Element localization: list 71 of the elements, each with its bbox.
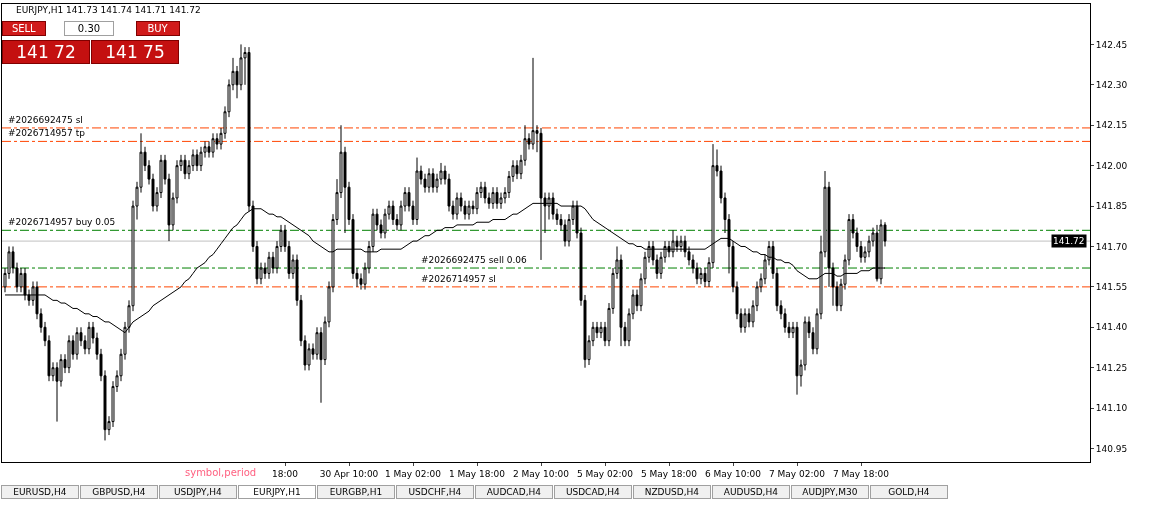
- y-tick-label: 141.55: [1095, 282, 1128, 293]
- candlestick: [879, 219, 883, 285]
- candlestick: [671, 229, 675, 258]
- x-tick-label: 2 May 10:00: [513, 468, 570, 479]
- text: USDCAD,H4: [565, 487, 621, 497]
- x-tick-label: 1 May 18:00: [449, 468, 506, 479]
- chart-title: EURJPY,H1 141.73 141.74 141.71 141.72: [16, 5, 201, 16]
- candlestick: [743, 307, 747, 334]
- text: EURUSD,H4: [13, 487, 67, 497]
- candlestick: [495, 186, 499, 210]
- candlestick: [391, 200, 395, 226]
- text: USDJPY,H4: [173, 487, 223, 497]
- ref-line-label: #2026714957 tp: [8, 128, 86, 138]
- candlestick: [67, 334, 71, 374]
- annotation: SELL: [11, 23, 37, 34]
- candlestick: [195, 148, 199, 172]
- x-tick-label: 7 May 18:00: [833, 468, 890, 479]
- y-tick-label: 142.45: [1095, 39, 1128, 50]
- y-tick-label: 142.00: [1095, 160, 1128, 171]
- annotation: BUY: [147, 23, 169, 34]
- y-tick-label: 141.85: [1095, 201, 1128, 212]
- ref-line-label: #2026714957 buy 0.05: [8, 217, 116, 227]
- annotation: 141 72: [16, 42, 76, 62]
- x-tick-label: 5 May 02:00: [577, 468, 634, 479]
- y-tick-label: 141.70: [1095, 241, 1128, 252]
- candlestick: [211, 132, 215, 159]
- x-tick-label: 1 May 02:00: [385, 468, 442, 479]
- candlestick: [415, 157, 419, 226]
- ref-line-label: #2026692475 sell 0.06: [421, 255, 528, 265]
- text: AUDUSD,H4: [723, 487, 779, 497]
- candlestick: [467, 200, 471, 221]
- x-tick-label: 18:00: [272, 468, 299, 479]
- text: GOLD,H4: [888, 487, 930, 497]
- candlestick: [795, 321, 799, 396]
- text: USDCHF,H4: [408, 487, 462, 497]
- y-tick-label: 141.10: [1095, 403, 1128, 414]
- text: EURGBP,H1: [329, 487, 383, 497]
- x-tick-label: 6 May 10:00: [705, 468, 762, 479]
- candlestick: [875, 224, 879, 282]
- candlestick: [475, 186, 479, 215]
- candlestick: [531, 57, 535, 150]
- candlestick: [267, 251, 271, 280]
- x-tick-label: 30 Apr 10:00: [319, 468, 379, 479]
- candlestick: [183, 154, 187, 180]
- text: NZDUSD,H4: [644, 487, 700, 497]
- candlestick: [699, 267, 703, 285]
- text: AUDJPY,M30: [802, 487, 858, 497]
- y-tick-label: 140.95: [1095, 443, 1128, 454]
- text: EURJPY,H1: [253, 487, 301, 497]
- annotation: 141 75: [105, 42, 165, 62]
- text: symbol,period: [185, 467, 257, 478]
- text: AUDCAD,H4: [486, 487, 542, 497]
- candlestick: [679, 235, 683, 253]
- x-tick-label: 5 May 18:00: [641, 468, 698, 479]
- candlestick: [427, 167, 431, 194]
- ref-line-label: #2026692475 sl: [8, 115, 83, 125]
- ref-line-label: #2026714957 sl: [421, 274, 496, 284]
- y-tick-label: 141.25: [1095, 362, 1128, 373]
- text: GBPUSD,H4: [92, 487, 146, 497]
- candlestick: [431, 167, 435, 194]
- candlestick: [455, 192, 459, 221]
- annotation: 0.30: [77, 23, 101, 34]
- ref-line-label: 141.72: [1053, 236, 1085, 246]
- candlestick: [75, 326, 79, 361]
- y-tick-label: 142.30: [1095, 79, 1128, 90]
- x-tick-label: 7 May 02:00: [769, 468, 826, 479]
- candlestick: [491, 186, 495, 210]
- candlestick: [87, 321, 91, 355]
- y-tick-label: 142.15: [1095, 120, 1128, 131]
- y-tick-label: 141.40: [1095, 322, 1128, 333]
- candlestick: [515, 159, 519, 180]
